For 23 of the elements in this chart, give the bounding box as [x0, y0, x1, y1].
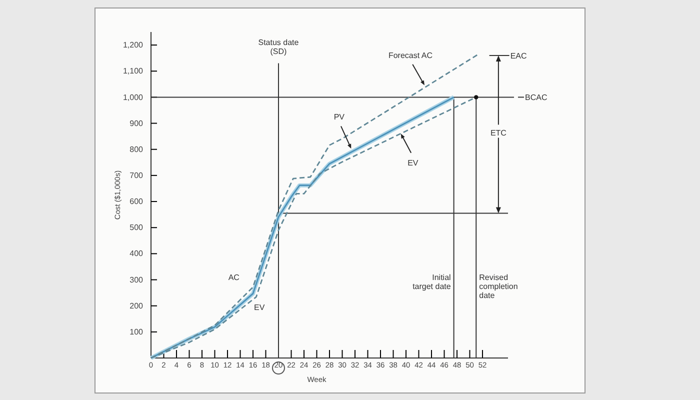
annotation: Forecast AC — [388, 51, 433, 60]
y-tick-label: 400 — [130, 249, 144, 258]
y-tick-label: 1,200 — [122, 40, 144, 50]
y-tick-label: 500 — [130, 223, 144, 232]
y-tick-label: 1,000 — [122, 92, 144, 102]
y-tick-label: 100 — [130, 327, 144, 336]
annotation: PV — [334, 112, 346, 122]
y-tick-label: 700 — [130, 171, 144, 180]
annotation: EV — [408, 158, 419, 168]
annotation: AC — [228, 272, 240, 282]
ref-line-label: Initial target date — [412, 272, 452, 291]
annotation: ETC — [490, 128, 507, 138]
annotation: EV — [254, 302, 266, 312]
y-tick-label: 200 — [130, 301, 144, 310]
ref-line-label: Revised completion date — [479, 272, 518, 300]
y-tick-label: 300 — [130, 275, 144, 284]
ref-line-label: BCAC — [525, 93, 548, 102]
text: EAC — [510, 51, 527, 60]
y-tick-label: 600 — [130, 197, 144, 206]
y-tick-label: 900 — [130, 118, 144, 128]
y-tick-label: 800 — [130, 144, 144, 154]
ref-line-label: Status date (SD) — [258, 38, 300, 56]
y-tick-label: 1,100 — [122, 66, 144, 76]
